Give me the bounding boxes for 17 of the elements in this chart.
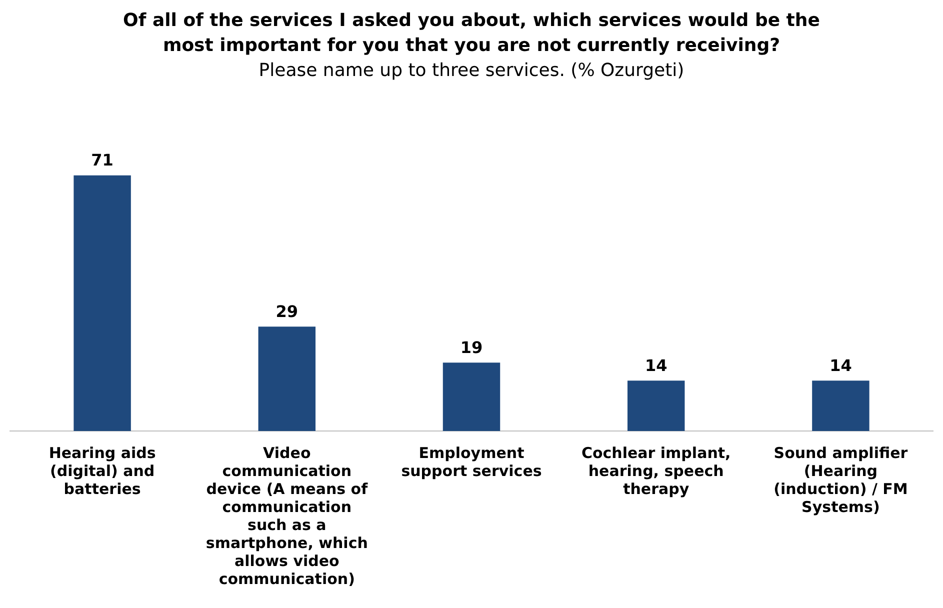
x-tick-label: Sound amplifier (Hearing (induction) / FM Systems) — [774, 444, 908, 516]
x-tick-label: Cochlear implant, hearing, speech therapy — [581, 444, 731, 498]
x-tick-label: Employment support services — [401, 444, 542, 480]
chart-subtitle: Please name up to three services. (% Ozurgeti) — [258, 59, 686, 83]
x-tick-label: Video communication device (A means of communication such as a smartphone, which allows video communication) — [206, 444, 368, 588]
data-label: 29 — [276, 302, 298, 321]
bar — [442, 362, 500, 431]
bar — [258, 326, 316, 431]
bar — [74, 175, 131, 431]
data-label: 14 — [830, 356, 852, 375]
data-label: 14 — [644, 356, 668, 375]
bar — [627, 380, 685, 431]
data-label: 19 — [460, 338, 483, 357]
data-label: 71 — [91, 150, 114, 170]
bar — [812, 380, 870, 431]
chart-title: Of all of the services I asked you about, which services would be the most important for you that you are not currently receiving? — [122, 9, 821, 58]
x-tick-label: Hearing aids (digital) and batteries — [48, 444, 156, 498]
